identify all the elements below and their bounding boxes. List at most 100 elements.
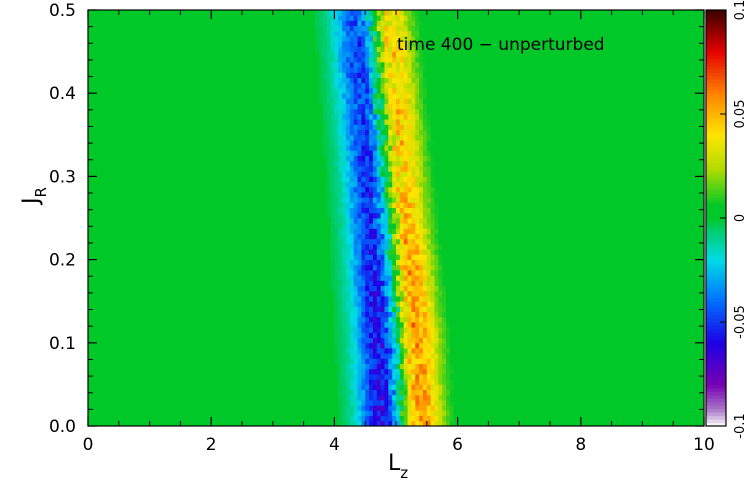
heatmap-cell xyxy=(403,41,408,47)
heatmap-cell xyxy=(380,140,385,146)
heatmap-cell xyxy=(372,129,378,136)
heatmap-cell xyxy=(426,337,432,344)
heatmap-cell xyxy=(422,67,428,73)
heatmap-cell xyxy=(349,186,355,193)
heatmap-cell xyxy=(449,379,455,385)
heatmap-cell xyxy=(399,51,405,58)
heatmap-cell xyxy=(407,342,412,349)
heatmap-cell xyxy=(357,249,362,255)
heatmap-cell xyxy=(357,150,362,156)
heatmap-cell xyxy=(407,207,412,214)
heatmap-cell xyxy=(422,301,428,307)
heatmap-cell xyxy=(353,322,358,328)
heatmap-cell xyxy=(422,384,428,390)
heatmap-cell xyxy=(407,20,412,26)
heatmap-cell xyxy=(376,119,381,125)
heatmap-cell xyxy=(376,270,381,276)
heatmap-cell xyxy=(407,389,412,396)
heatmap-cell xyxy=(419,10,424,16)
heatmap-cell xyxy=(326,41,331,47)
heatmap-cell xyxy=(403,363,408,370)
heatmap-cell xyxy=(442,301,447,307)
heatmap-cell xyxy=(422,410,428,416)
heatmap-cell xyxy=(384,155,389,162)
heatmap-cell xyxy=(399,77,405,84)
heatmap-cell xyxy=(442,363,447,370)
heatmap-cell xyxy=(430,296,435,302)
heatmap-cell xyxy=(338,358,343,364)
heatmap-cell xyxy=(342,160,347,167)
heatmap-cell xyxy=(399,207,405,214)
heatmap-cell xyxy=(426,93,432,99)
heatmap-cell xyxy=(399,400,405,406)
heatmap-cell xyxy=(380,88,385,94)
heatmap-cell xyxy=(380,108,385,115)
heatmap-cell xyxy=(399,20,405,26)
heatmap-cell xyxy=(407,244,412,250)
heatmap-cell xyxy=(430,405,435,411)
heatmap-cell xyxy=(411,223,416,229)
heatmap-cell xyxy=(419,223,424,229)
heatmap-cell xyxy=(345,353,351,359)
heatmap-cell xyxy=(392,20,397,26)
heatmap-cell xyxy=(338,264,343,271)
heatmap-cell xyxy=(365,420,370,427)
heatmap-cell xyxy=(438,233,443,240)
heatmap-cell xyxy=(415,358,420,364)
heatmap-cell xyxy=(396,114,401,120)
heatmap-cell xyxy=(438,228,443,234)
heatmap-cell xyxy=(422,140,428,146)
heatmap-cell xyxy=(372,228,378,234)
heatmap-cell xyxy=(361,249,366,255)
heatmap-cell xyxy=(411,82,416,89)
colorbar-swatch xyxy=(706,228,726,233)
heatmap-cell xyxy=(392,374,397,380)
heatmap-cell xyxy=(426,332,432,338)
heatmap-cell xyxy=(349,124,355,130)
heatmap-cell xyxy=(407,25,412,32)
heatmap-cell xyxy=(326,192,331,198)
heatmap-cell xyxy=(396,197,401,203)
heatmap-cell xyxy=(372,171,378,177)
heatmap-cell xyxy=(365,25,370,32)
heatmap-cell xyxy=(357,88,362,94)
heatmap-cell xyxy=(419,290,424,297)
heatmap-cell xyxy=(396,223,401,229)
heatmap-cell xyxy=(353,228,358,234)
heatmap-cell xyxy=(369,98,374,104)
heatmap-cell xyxy=(403,238,408,245)
heatmap-cell xyxy=(446,400,451,406)
heatmap-cell xyxy=(453,374,458,380)
heatmap-cell xyxy=(376,400,381,406)
heatmap-cell xyxy=(426,197,432,203)
heatmap-cell xyxy=(392,103,397,110)
heatmap-cell xyxy=(442,337,447,344)
heatmap-cell xyxy=(399,186,405,193)
heatmap-cell xyxy=(361,171,366,177)
heatmap-cell xyxy=(372,420,378,427)
heatmap-cell xyxy=(330,10,335,16)
heatmap-cell xyxy=(422,46,428,52)
heatmap-cell xyxy=(380,25,385,32)
heatmap-cell xyxy=(349,223,355,229)
heatmap-cell xyxy=(415,244,420,250)
heatmap-cell xyxy=(334,337,339,344)
heatmap-cell xyxy=(322,25,328,32)
heatmap-cell xyxy=(419,67,424,73)
heatmap-cell xyxy=(372,56,378,63)
heatmap-cell xyxy=(407,88,412,94)
heatmap-cell xyxy=(419,322,424,328)
heatmap-cell xyxy=(438,379,443,385)
heatmap-cell xyxy=(442,420,447,427)
heatmap-cell xyxy=(357,192,362,198)
colorbar-swatch xyxy=(706,235,726,240)
heatmap-cell xyxy=(372,181,378,188)
heatmap-cell xyxy=(353,285,358,292)
colorbar-swatch xyxy=(706,114,726,118)
heatmap-cell xyxy=(403,218,408,224)
heatmap-cell xyxy=(438,400,443,406)
heatmap-cell xyxy=(392,197,397,203)
x-tick-label: 6 xyxy=(452,435,463,455)
heatmap-cell xyxy=(369,280,374,286)
colorbar-swatch xyxy=(706,41,726,46)
